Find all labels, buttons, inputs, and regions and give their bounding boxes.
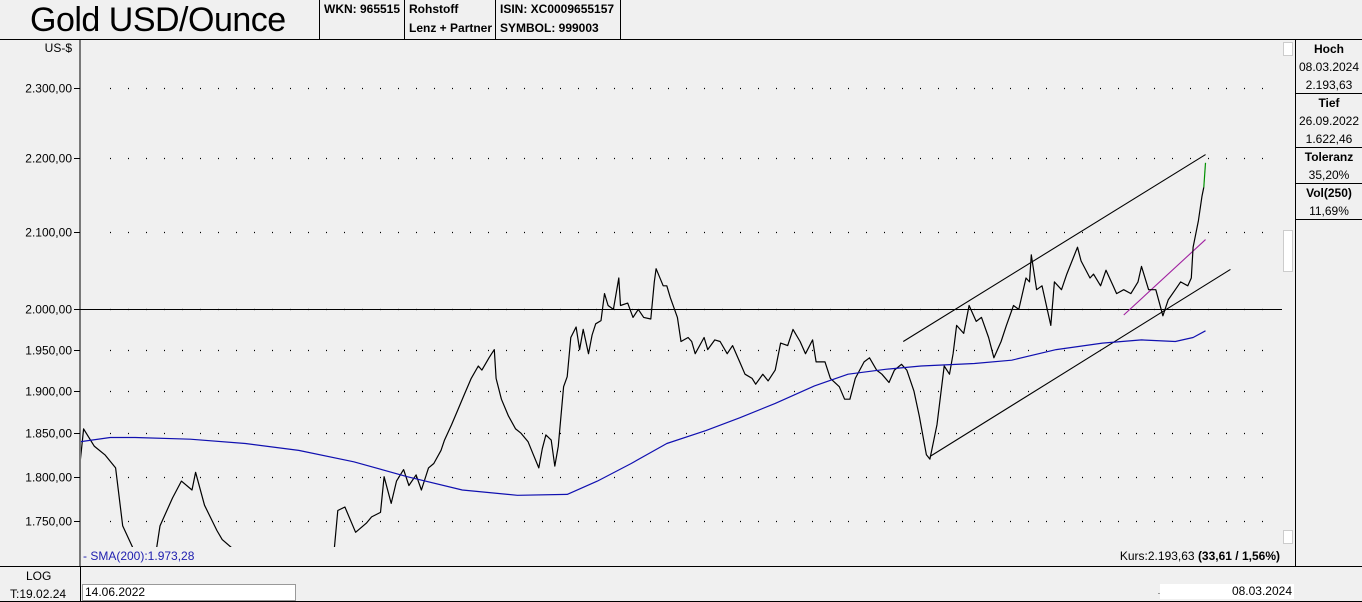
trendline-channel-lower [929, 269, 1231, 457]
category-label: Rohstoff [409, 2, 459, 16]
y-axis-unit: US-$ [45, 41, 73, 55]
high-value: 2.193,63 [1305, 78, 1353, 92]
log-scale-toggle[interactable]: LOG [26, 569, 52, 583]
high-date: 08.03.2024 [1298, 60, 1360, 74]
low-date: 26.09.2022 [1298, 114, 1360, 128]
category-cell: Rohstoff Lenz + Partner [404, 0, 495, 39]
wkn-cell: WKN: 965515 [319, 0, 404, 39]
y-tick-label: 2.300,00 [25, 82, 72, 96]
high-label: Hoch [1314, 42, 1344, 56]
volatility-label: Vol(250) [1306, 186, 1352, 200]
price-line [81, 428, 134, 547]
sma-legend: - SMA(200):1.973,28 [83, 549, 195, 563]
scroll-bottom-marker[interactable] [1283, 530, 1293, 544]
header-divider [0, 39, 1362, 40]
isin-label: ISIN: XC0009655157 [500, 2, 615, 16]
start-date-field[interactable]: 14.06.2022 [82, 584, 296, 601]
y-tick-label: 2.200,00 [25, 152, 72, 166]
low-box: Tief 26.09.2022 1.622,46 [1296, 94, 1362, 148]
y-tick-label: 1.750,00 [25, 515, 72, 529]
high-box: Hoch 08.03.2024 2.193,63 [1296, 40, 1362, 94]
provider-label: Lenz + Partner [409, 21, 493, 35]
scroll-top-marker[interactable] [1283, 42, 1293, 56]
y-tick-label: 1.800,00 [25, 471, 72, 485]
low-value: 1.622,46 [1305, 132, 1353, 146]
price-line [1203, 162, 1207, 188]
isin-cell: ISIN: XC0009655157 SYMBOL: 999003 [495, 0, 621, 39]
sma-line [81, 330, 1206, 496]
t-date-label: T:19.02.24 [10, 587, 67, 601]
end-date-field[interactable]: 08.03.2024 [1160, 584, 1294, 599]
y-tick-label: 1.850,00 [25, 427, 72, 441]
tolerance-label: Toleranz [1304, 150, 1354, 164]
footer-separator [80, 566, 81, 601]
trendline-channel-upper [902, 154, 1206, 342]
volatility-box: Vol(250) 11,69% [1296, 184, 1362, 220]
price-line [333, 187, 1205, 547]
chart-title: Gold USD/Ounce [30, 1, 286, 39]
scroll-thumb[interactable] [1283, 230, 1293, 272]
footer-divider [0, 566, 1362, 567]
trendline-purple [1123, 239, 1206, 316]
low-label: Tief [1318, 96, 1340, 110]
y-tick-label: 2.000,00 [25, 303, 72, 317]
tolerance-box: Toleranz 35,20% [1296, 148, 1362, 184]
y-tick-label: 1.950,00 [25, 344, 72, 358]
y-tick-label: 2.100,00 [25, 226, 72, 240]
price-readout-value: Kurs:2.193,63 [1119, 549, 1198, 563]
wkn-label: WKN: 965515 [324, 2, 401, 16]
symbol-label: SYMBOL: 999003 [500, 21, 599, 35]
volatility-value: 11,69% [1309, 204, 1349, 218]
y-tick-label: 1.900,00 [25, 385, 72, 399]
price-readout-change: (33,61 / 1,56%) [1197, 549, 1280, 563]
tolerance-value: 35,20% [1308, 168, 1350, 182]
stats-panel: Hoch 08.03.2024 2.193,63 Tief 26.09.2022… [1295, 40, 1362, 566]
price-chart[interactable]: 1.750,00 1.800,00 1.850,00 1.900,00 1.950,00… [0, 40, 1294, 566]
price-line [156, 471, 232, 547]
price-readout: Kurs:2.193,63 (33,61 / 1,56%) [1120, 549, 1280, 563]
